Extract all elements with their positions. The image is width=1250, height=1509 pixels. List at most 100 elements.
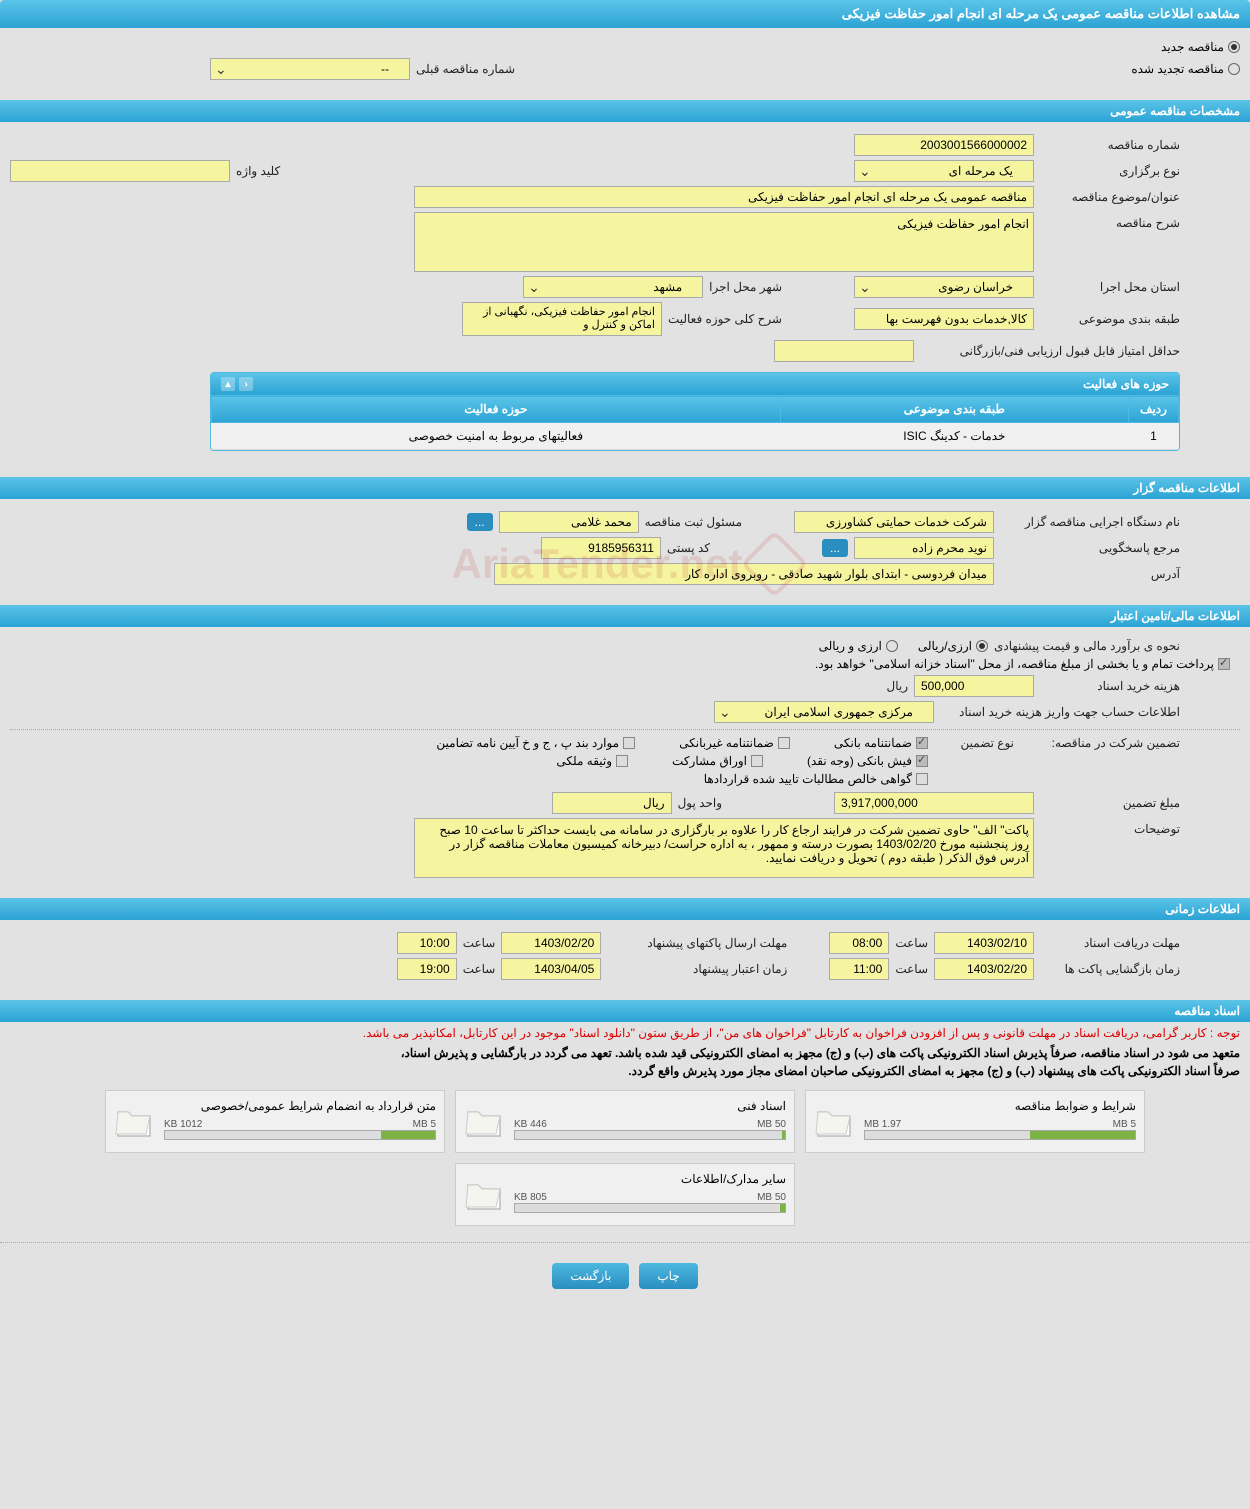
cb-bonds[interactable]: اوراق مشارکت [672, 754, 763, 768]
time-label-4: ساعت [463, 962, 496, 976]
city-select[interactable]: مشهد [523, 276, 703, 298]
unit-label: واحد پول [678, 796, 722, 810]
validity-label: زمان اعتبار پیشنهاد [607, 962, 787, 976]
section-general: مشخصات مناقصه عمومی [0, 100, 1250, 122]
registrar-more-button[interactable]: ... [467, 513, 493, 531]
docs-note1: متعهد می شود در اسناد مناقصه، صرفاً پذیر… [0, 1044, 1250, 1062]
print-button[interactable]: چاپ [639, 1263, 697, 1289]
prev-number-select[interactable]: -- [210, 58, 410, 80]
page-title: مشاهده اطلاعات مناقصه عمومی یک مرحله ای … [0, 0, 1250, 28]
doc-card[interactable]: متن قرارداد به انضمام شرایط عمومی/خصوصی … [105, 1090, 445, 1153]
folder-icon [464, 1177, 504, 1213]
cost-field: 500,000 [914, 675, 1034, 697]
checkbox-icon [916, 755, 928, 767]
subject-label: عنوان/موضوع مناقصه [1040, 190, 1180, 204]
activity-desc-label: شرح کلی حوزه فعالیت [668, 312, 782, 326]
cb-property[interactable]: وثیقه ملکی [556, 754, 628, 768]
docs-note2: صرفاً اسناد الکترونیکی پاکت های پیشنهاد … [0, 1062, 1250, 1080]
postal-field: 9185956311 [541, 537, 661, 559]
col-category: طبقه بندی موضوعی [780, 396, 1128, 423]
doc-title: سایر مدارک/اطلاعات [514, 1172, 786, 1186]
col-field: حوزه فعالیت [212, 396, 781, 423]
min-score-label: حداقل امتیاز قابل قبول ارزیابی فنی/بازرگ… [920, 344, 1180, 358]
prev-number-label: شماره مناقصه قبلی [416, 62, 515, 76]
estimate-label: نحوه ی برآورد مالی و قیمت پیشنهادی [994, 639, 1180, 653]
panel-collapse-icon[interactable]: ▴ [221, 377, 235, 391]
province-select[interactable]: خراسان رضوی [854, 276, 1034, 298]
submit-time: 10:00 [397, 932, 457, 954]
cost-label: هزینه خرید اسناد [1040, 679, 1180, 693]
folder-icon [114, 1104, 154, 1140]
cb-clause[interactable]: موارد بند پ ، ج و خ آیین نامه تضامین [436, 736, 635, 750]
section-docs: اسناد مناقصه [0, 1000, 1250, 1022]
amount-label: مبلغ تضمین [1040, 796, 1180, 810]
docs-note-red: توجه : کاربر گرامی، دریافت اسناد در مهلت… [0, 1022, 1250, 1044]
activity-desc-field: انجام امور حفاظت فیزیکی، نگهبانی از اماک… [462, 302, 662, 336]
receive-date: 1403/02/10 [934, 932, 1034, 954]
contact-field: نوید محرم زاده [854, 537, 994, 559]
doc-card[interactable]: اسناد فنی 50 MB446 KB [455, 1090, 795, 1153]
time-label: ساعت [895, 936, 928, 950]
table-row: 1خدمات - کدینگ ISICفعالیتهای مربوط به ام… [212, 423, 1179, 450]
guarantee-type-label: نوع تضمین [934, 736, 1014, 750]
contact-more-button[interactable]: ... [822, 539, 848, 557]
back-button[interactable]: بازگشت [552, 1263, 629, 1289]
city-label: شهر محل اجرا [709, 280, 782, 294]
checkbox-icon [616, 755, 628, 767]
validity-time: 19:00 [397, 958, 457, 980]
receive-time: 08:00 [829, 932, 889, 954]
desc-textarea[interactable]: انجام امور حفاظت فیزیکی [414, 212, 1034, 272]
desc-label: شرح مناقصه [1040, 212, 1180, 230]
registrar-field: محمد غلامی [499, 511, 639, 533]
cb-nonbank[interactable]: ضمانتنامه غیربانکی [679, 736, 790, 750]
doc-card[interactable]: سایر مدارک/اطلاعات 50 MB805 KB [455, 1163, 795, 1226]
checkbox-icon [916, 737, 928, 749]
checkbox-treasury[interactable]: پرداخت تمام و یا بخشی از مبلغ مناقصه، از… [815, 657, 1230, 671]
submit-label: مهلت ارسال پاکتهای پیشنهاد [607, 936, 787, 950]
cb-bank[interactable]: ضمانتنامه بانکی [834, 736, 928, 750]
radio-renewed-tender[interactable]: مناقصه تجدید شده [1131, 62, 1240, 76]
cb-cert[interactable]: گواهی خالص مطالبات تایید شده قراردادها [704, 772, 928, 786]
account-select[interactable]: مرکزی جمهوری اسلامی ایران [714, 701, 934, 723]
doc-card[interactable]: شرایط و ضوابط مناقصه 5 MB1.97 MB [805, 1090, 1145, 1153]
address-field: میدان فردوسی - ابتدای بلوار شهید صادقی -… [494, 563, 994, 585]
tender-number-label: شماره مناقصه [1040, 138, 1180, 152]
radio-foreign[interactable]: ارزی و ریالی [819, 639, 898, 653]
registrar-label: مسئول ثبت مناقصه [645, 515, 742, 529]
submit-date: 1403/02/20 [501, 932, 601, 954]
open-date: 1403/02/20 [934, 958, 1034, 980]
holding-type-select[interactable]: یک مرحله ای [854, 160, 1034, 182]
notes-textarea[interactable]: پاکت" الف" حاوی تضمین شرکت در فرایند ارج… [414, 818, 1034, 878]
receive-label: مهلت دریافت اسناد [1040, 936, 1180, 950]
activity-table: ردیف طبقه بندی موضوعی حوزه فعالیت 1خدمات… [211, 395, 1179, 450]
keyword-field[interactable] [10, 160, 230, 182]
radio-rial[interactable]: ارزی/ریالی [918, 639, 988, 653]
min-score-field[interactable] [774, 340, 914, 362]
contact-label: مرجع پاسخگویی [1000, 541, 1180, 555]
checkbox-icon [623, 737, 635, 749]
org-name-label: نام دستگاه اجرایی مناقصه گزار [1000, 515, 1180, 529]
checkbox-icon [916, 773, 928, 785]
radio-icon [1228, 63, 1240, 75]
amount-field: 3,917,000,000 [834, 792, 1034, 814]
panel-prev-icon[interactable]: ‹ [239, 377, 253, 391]
org-name-field: شرکت خدمات حمایتی کشاورزی [794, 511, 994, 533]
folder-icon [814, 1104, 854, 1140]
doc-title: اسناد فنی [514, 1099, 786, 1113]
section-financial: اطلاعات مالی/تامین اعتبار [0, 605, 1250, 627]
section-organizer: اطلاعات مناقصه گزار [0, 477, 1250, 499]
open-label: زمان بازگشایی پاکت ها [1040, 962, 1180, 976]
subject-field: مناقصه عمومی یک مرحله ای انجام امور حفاظ… [414, 186, 1034, 208]
radio-icon [886, 640, 898, 652]
notes-label: توضیحات [1040, 818, 1180, 836]
open-time: 11:00 [829, 958, 889, 980]
radio-icon [1228, 41, 1240, 53]
keyword-label: کلید واژه [236, 164, 280, 178]
time-label-2: ساعت [463, 936, 496, 950]
cb-cash[interactable]: فیش بانکی (وجه نقد) [807, 754, 928, 768]
time-label-3: ساعت [895, 962, 928, 976]
folder-icon [464, 1104, 504, 1140]
radio-new-label: مناقصه جدید [1161, 40, 1224, 54]
category-field: کالا,خدمات بدون فهرست بها [854, 308, 1034, 330]
radio-new-tender[interactable]: مناقصه جدید [1161, 40, 1240, 54]
